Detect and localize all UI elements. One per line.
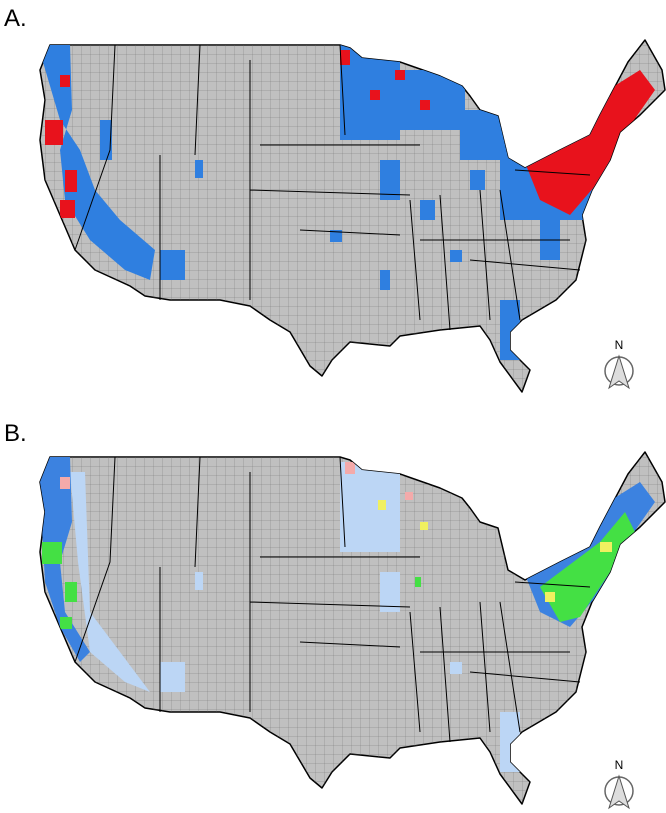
county-patch — [370, 90, 380, 100]
county-patch — [450, 662, 462, 674]
county-patch — [420, 100, 430, 110]
county-patch — [160, 250, 185, 280]
county-patch — [510, 70, 655, 215]
county-patch — [380, 572, 400, 612]
county-patch — [100, 120, 112, 160]
county-patch — [395, 70, 405, 80]
state-borders — [74, 44, 591, 331]
county-patch — [378, 500, 386, 510]
map-a — [39, 39, 666, 393]
north-label: N — [615, 338, 624, 352]
county-patch — [420, 522, 428, 530]
county-patch — [195, 160, 203, 178]
compass-needle — [608, 354, 630, 390]
county-patch — [45, 120, 63, 145]
state-borders — [74, 456, 591, 743]
compass-needle — [608, 774, 630, 810]
county-patch — [195, 572, 203, 590]
county-patch — [40, 45, 155, 280]
county-patch — [450, 250, 462, 262]
north-arrow: N — [604, 338, 634, 390]
counties — [40, 452, 665, 804]
county-patch — [65, 582, 77, 602]
light-blue-counties — [70, 462, 520, 772]
county-patch — [345, 462, 355, 474]
map-b — [39, 451, 666, 805]
county-patch — [500, 300, 520, 360]
county-patch — [60, 75, 70, 87]
red-counties — [45, 50, 655, 218]
county-patch — [400, 70, 465, 130]
county-patch — [60, 477, 70, 489]
north-arrow: N — [604, 758, 634, 810]
county-patch — [470, 170, 485, 190]
yellow-counties — [378, 500, 612, 602]
county-patch — [540, 512, 635, 622]
county-patch — [40, 457, 90, 662]
county-patch — [405, 492, 413, 500]
county-patch — [380, 160, 400, 200]
county-patch — [330, 230, 342, 242]
county-patch — [545, 592, 555, 602]
county-patch — [415, 577, 421, 587]
north-label: N — [615, 758, 624, 772]
county-patch — [60, 617, 72, 629]
green-counties — [42, 512, 635, 629]
county-patch — [500, 712, 520, 772]
county-patch — [380, 270, 390, 290]
county-patch — [60, 200, 75, 218]
county-patch — [160, 662, 185, 692]
county-patch — [70, 472, 150, 692]
county-patch — [42, 542, 62, 564]
county-patch — [65, 170, 77, 192]
county-patch — [600, 542, 612, 552]
county-patch — [340, 462, 400, 552]
county-patch — [340, 50, 350, 65]
pink-counties — [60, 462, 413, 500]
panel-label: A. — [4, 5, 27, 32]
county-patch — [420, 200, 435, 220]
panel-label: B. — [4, 420, 27, 447]
counties — [40, 40, 665, 392]
